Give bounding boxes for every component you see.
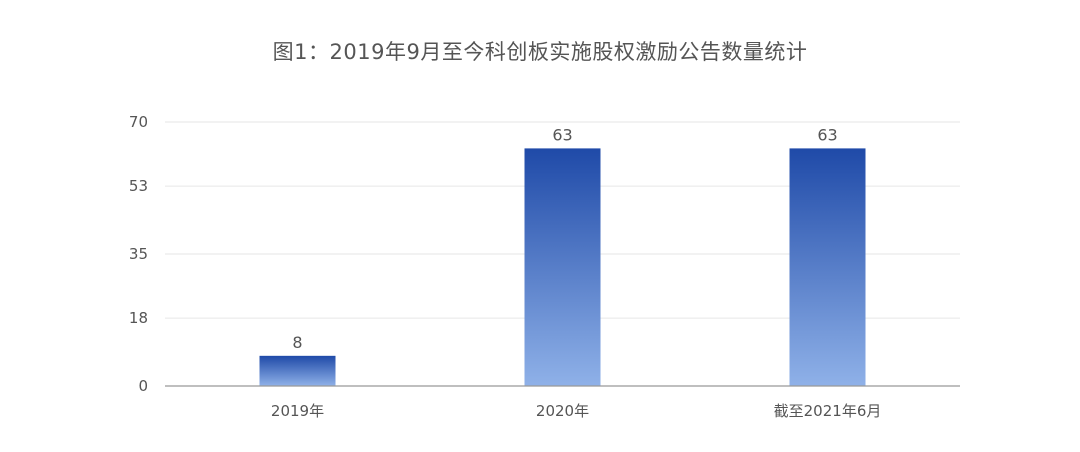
data-label: 63 bbox=[552, 125, 572, 144]
y-tick-label: 53 bbox=[129, 177, 148, 195]
x-tick-label: 2019年 bbox=[271, 402, 324, 420]
y-tick-label: 70 bbox=[129, 113, 148, 131]
x-tick-label: 截至2021年6月 bbox=[774, 402, 882, 420]
data-label: 8 bbox=[292, 333, 302, 352]
bar bbox=[789, 148, 866, 386]
y-axis-ticks: 0 18 35 53 70 bbox=[129, 113, 148, 395]
y-tick-label: 0 bbox=[138, 377, 148, 395]
x-axis-ticks: 2019年 2020年 截至2021年6月 bbox=[271, 402, 881, 420]
data-label: 63 bbox=[817, 125, 837, 144]
data-labels: 8 63 63 bbox=[292, 125, 837, 351]
bars bbox=[259, 148, 866, 386]
bar bbox=[259, 355, 336, 386]
x-tick-label: 2020年 bbox=[536, 402, 589, 420]
y-tick-label: 18 bbox=[129, 309, 148, 327]
bar bbox=[524, 148, 601, 386]
chart-title: 图1：2019年9月至今科创板实施股权激励公告数量统计 bbox=[272, 40, 808, 64]
y-tick-label: 35 bbox=[129, 245, 148, 263]
